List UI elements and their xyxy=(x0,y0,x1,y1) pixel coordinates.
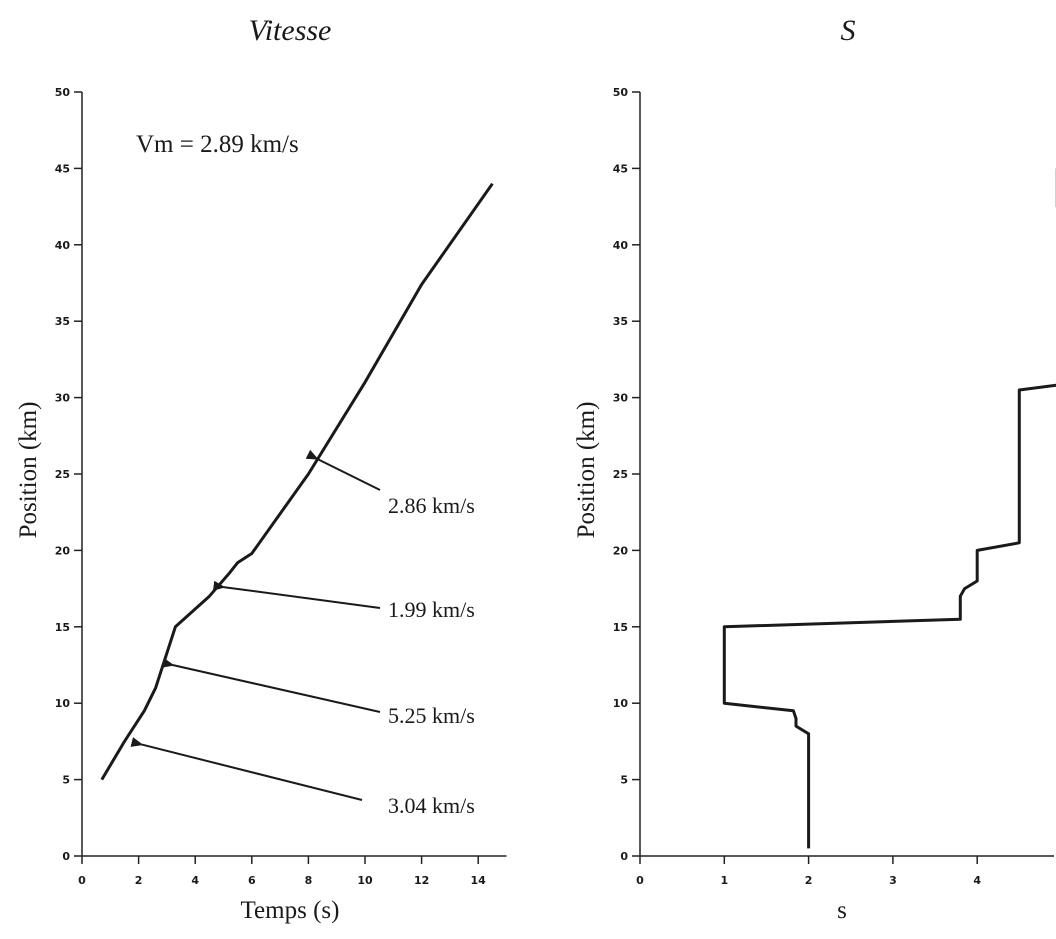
chart-vitesse-annotation-arrow xyxy=(161,657,381,713)
chart-vitesse-annotation-label: 1.99 km/s xyxy=(388,597,475,622)
chart-s-ytick-label: 35 xyxy=(613,315,628,328)
chart-vitesse-xtick-label: 2 xyxy=(135,874,143,887)
chart-vitesse-xtick-label: 14 xyxy=(471,874,487,887)
chart-vitesse-ytick-label: 10 xyxy=(55,697,71,710)
chart-vitesse-vm-label: Vm = 2.89 km/s xyxy=(136,131,299,158)
chart-s: S s Position (km) 0 5 10 15 20 25 30 35 40 45 50 0 1… xyxy=(573,14,1056,924)
chart-vitesse-xlabel: Temps (s) xyxy=(241,897,340,924)
chart-vitesse-xtick-label: 4 xyxy=(191,874,199,887)
chart-s-xtick-label: 4 xyxy=(973,874,981,887)
chart-s-ytick-label: 10 xyxy=(613,697,629,710)
chart-vitesse: Vitesse Temps (s) Position (km) Vm = 2.8… xyxy=(15,14,507,924)
chart-vitesse-xtick-label: 10 xyxy=(357,874,373,887)
chart-vitesse-ytick-label: 0 xyxy=(62,850,70,863)
chart-s-xtick-label: 3 xyxy=(889,874,897,887)
chart-s-ytick-label: 15 xyxy=(613,621,628,634)
chart-vitesse-annotation-label: 2.86 km/s xyxy=(388,493,475,518)
chart-vitesse-xtick-label: 12 xyxy=(414,874,429,887)
chart-s-axes: 0 5 10 15 20 25 30 35 40 45 50 0 1 2 3 4 xyxy=(613,86,1054,887)
chart-s-ytick-label: 25 xyxy=(613,468,628,481)
chart-vitesse-ytick-label: 20 xyxy=(55,544,71,557)
chart-vitesse-xtick-label: 8 xyxy=(305,874,313,887)
chart-vitesse-ytick-label: 5 xyxy=(62,774,70,787)
chart-s-xtick-label: 0 xyxy=(636,874,644,887)
chart-vitesse-ytick-label: 50 xyxy=(55,86,71,99)
chart-s-title: S xyxy=(841,14,856,47)
chart-s-ytick-label: 40 xyxy=(613,239,629,252)
chart-s-marks xyxy=(722,168,1056,849)
chart-s-ytick-label: 0 xyxy=(620,850,628,863)
chart-vitesse-ytick-label: 35 xyxy=(55,315,70,328)
chart-s-xtick-label: 2 xyxy=(805,874,813,887)
chart-vitesse-annotation-arrow xyxy=(130,737,363,801)
chart-s-xtick-label: 1 xyxy=(720,874,728,887)
chart-s-ytick-label: 30 xyxy=(613,392,629,405)
chart-vitesse-ytick-label: 45 xyxy=(55,162,70,175)
chart-vitesse-series-line xyxy=(100,182,494,781)
chart-vitesse-axes: 0 5 10 15 20 25 30 35 40 45 50 0 2 4 6 8 10 12 14 xyxy=(55,86,507,887)
chart-vitesse-xtick-label: 6 xyxy=(248,874,256,887)
chart-vitesse-annotation-label: 5.25 km/s xyxy=(388,703,475,728)
chart-vitesse-annotation-arrow xyxy=(305,449,381,491)
chart-vitesse-title: Vitesse xyxy=(249,14,332,47)
chart-vitesse-xtick-label: 0 xyxy=(78,874,86,887)
chart-vitesse-ylabel: Position (km) xyxy=(15,402,42,539)
chart-vitesse-ytick-label: 30 xyxy=(55,392,71,405)
chart-s-ytick-label: 45 xyxy=(613,162,628,175)
chart-s-series-line xyxy=(722,168,1056,849)
chart-vitesse-ytick-label: 15 xyxy=(55,621,70,634)
chart-vitesse-ytick-label: 25 xyxy=(55,468,70,481)
chart-s-xlabel: s xyxy=(837,897,847,924)
chart-vitesse-annotation-label: 3.04 km/s xyxy=(388,793,475,818)
chart-vitesse-ytick-label: 40 xyxy=(55,239,71,252)
chart-s-ytick-label: 20 xyxy=(613,544,629,557)
chart-vitesse-marks: 2.86 km/s 1.99 km/s 5.25 km/s 3.04 km/s xyxy=(100,182,494,818)
chart-s-ytick-label: 5 xyxy=(620,774,628,787)
chart-vitesse-annotation-arrow xyxy=(212,580,381,609)
chart-s-ytick-label: 50 xyxy=(613,86,629,99)
chart-s-ylabel: Position (km) xyxy=(573,402,600,539)
